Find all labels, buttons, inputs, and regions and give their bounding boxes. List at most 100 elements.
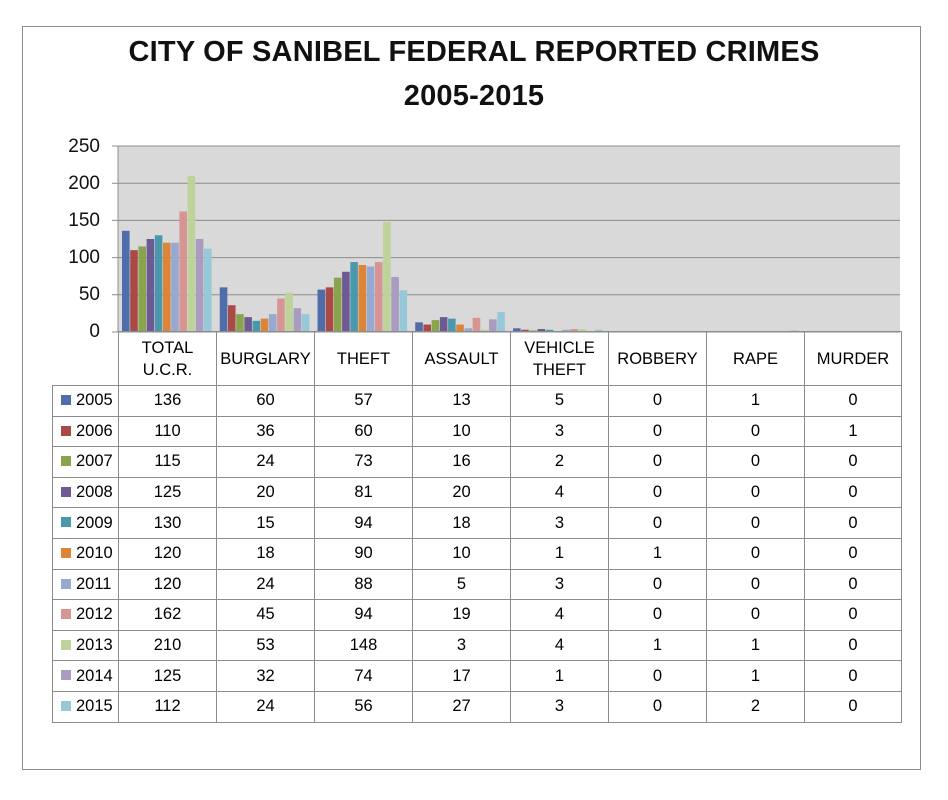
- table-cell: 94: [314, 507, 413, 539]
- bar-2005-3: [415, 322, 423, 332]
- bar-2011-3: [464, 328, 473, 332]
- bar-2006-2: [325, 287, 334, 332]
- table-row: 2008 125 20 81 20 4 0 0 0: [52, 476, 902, 509]
- table-cell: 125: [118, 660, 217, 692]
- bar-2009-2: [350, 262, 358, 332]
- table-cell: 0: [804, 385, 902, 417]
- table-cell: 0: [608, 446, 707, 478]
- table-row: 2010 120 18 90 10 1 1 0 0: [52, 537, 902, 570]
- table-cell: 0: [608, 599, 707, 631]
- table-cell: 18: [412, 507, 511, 539]
- table-cell: 0: [706, 568, 805, 601]
- legend-label: 2014: [76, 666, 113, 685]
- legend-entry: 2013: [52, 629, 119, 662]
- table-cell: 0: [706, 507, 805, 539]
- table-cell: 1: [608, 537, 707, 570]
- plot-area: [118, 146, 900, 332]
- table-row: 2014 125 32 74 17 1 0 1 0: [52, 660, 902, 692]
- table-cell: 3: [510, 690, 609, 723]
- table-cell: 0: [804, 568, 902, 601]
- legend-entry: 2005: [52, 385, 119, 417]
- category-label: VEHICLE THEFT: [510, 331, 609, 386]
- table-cell: 53: [216, 629, 315, 662]
- table-cell: 3: [510, 415, 609, 448]
- table-corner: [52, 331, 119, 386]
- legend-label: 2008: [76, 483, 113, 502]
- legend-swatch: [61, 670, 71, 681]
- table-cell: 4: [510, 476, 609, 509]
- bar-2014-3: [489, 319, 497, 332]
- legend-swatch: [61, 394, 71, 405]
- table-cell: 57: [314, 385, 413, 417]
- bar-2005-1: [219, 287, 228, 332]
- bar-2013-2: [383, 221, 391, 332]
- bar-2008-0: [146, 239, 155, 332]
- bar-2006-4: [521, 329, 529, 332]
- table-cell: 60: [216, 385, 315, 417]
- table-cell: 2: [510, 446, 609, 478]
- bar-2013-0: [187, 175, 196, 332]
- legend-swatch: [61, 425, 71, 436]
- table-cell: 0: [608, 568, 707, 601]
- bar-2006-3: [423, 324, 432, 332]
- table-cell: 36: [216, 415, 315, 448]
- chart-title: CITY OF SANIBEL FEDERAL REPORTED CRIMES: [128, 36, 820, 68]
- bar-2015-3: [497, 311, 505, 332]
- bar-2007-2: [333, 277, 342, 332]
- legend-label: 2006: [76, 421, 113, 440]
- table-cell: 94: [314, 599, 413, 631]
- table-cell: 56: [314, 690, 413, 723]
- legend-swatch: [61, 700, 71, 711]
- bar-2010-0: [163, 242, 171, 332]
- table-cell: 0: [608, 385, 707, 417]
- bar-2008-1: [244, 317, 252, 332]
- table-cell: 0: [706, 599, 805, 631]
- category-label: ASSAULT: [412, 331, 511, 386]
- category-label: ROBBERY: [608, 331, 707, 386]
- bar-2005-2: [317, 289, 326, 332]
- table-row: 2013 210 53 148 3 4 1 1 0: [52, 629, 902, 662]
- category-label-line: MURDER: [816, 349, 890, 368]
- table-row: 2015 112 24 56 27 3 0 2 0: [52, 690, 902, 723]
- table-cell: 3: [510, 568, 609, 601]
- table-cell: 16: [412, 446, 511, 478]
- table-cell: 1: [706, 385, 805, 417]
- table-cell: 32: [216, 660, 315, 692]
- bar-2014-2: [391, 276, 399, 332]
- table-cell: 0: [804, 629, 902, 662]
- bar-2007-0: [138, 246, 146, 332]
- bar-2008-2: [342, 271, 350, 332]
- table-cell: 120: [118, 568, 217, 601]
- table-cell: 4: [510, 599, 609, 631]
- table-cell: 0: [706, 415, 805, 448]
- legend-entry: 2014: [52, 660, 119, 692]
- bar-2015-1: [301, 314, 310, 332]
- table-cell: 24: [216, 690, 315, 723]
- category-label: BURGLARY: [216, 331, 315, 386]
- legend-entry: 2010: [52, 537, 119, 570]
- table-cell: 110: [118, 415, 217, 448]
- bar-2011-0: [171, 242, 179, 332]
- legend-label: 2009: [76, 513, 113, 532]
- table-cell: 0: [608, 507, 707, 539]
- table-cell: 24: [216, 446, 315, 478]
- table-cell: 0: [608, 690, 707, 723]
- table-row: 2007 115 24 73 16 2 0 0 0: [52, 446, 902, 478]
- bar-2005-0: [122, 230, 130, 332]
- table-cell: 27: [412, 690, 511, 723]
- bar-2009-4: [545, 329, 554, 332]
- bar-2012-0: [179, 211, 187, 332]
- bar-2012-3: [472, 317, 481, 332]
- table-cell: 210: [118, 629, 217, 662]
- legend-label: 2011: [76, 574, 112, 593]
- table-cell: 0: [804, 690, 902, 723]
- chart-subtitle: 2005-2015: [403, 80, 545, 112]
- table-cell: 112: [118, 690, 217, 723]
- table-cell: 81: [314, 476, 413, 509]
- bar-2006-1: [227, 305, 236, 332]
- table-cell: 125: [118, 476, 217, 509]
- legend-label: 2010: [76, 544, 113, 563]
- category-label-line: ROBBERY: [617, 349, 698, 368]
- legend-label: 2015: [76, 697, 113, 716]
- y-tick-label: 100: [68, 247, 100, 268]
